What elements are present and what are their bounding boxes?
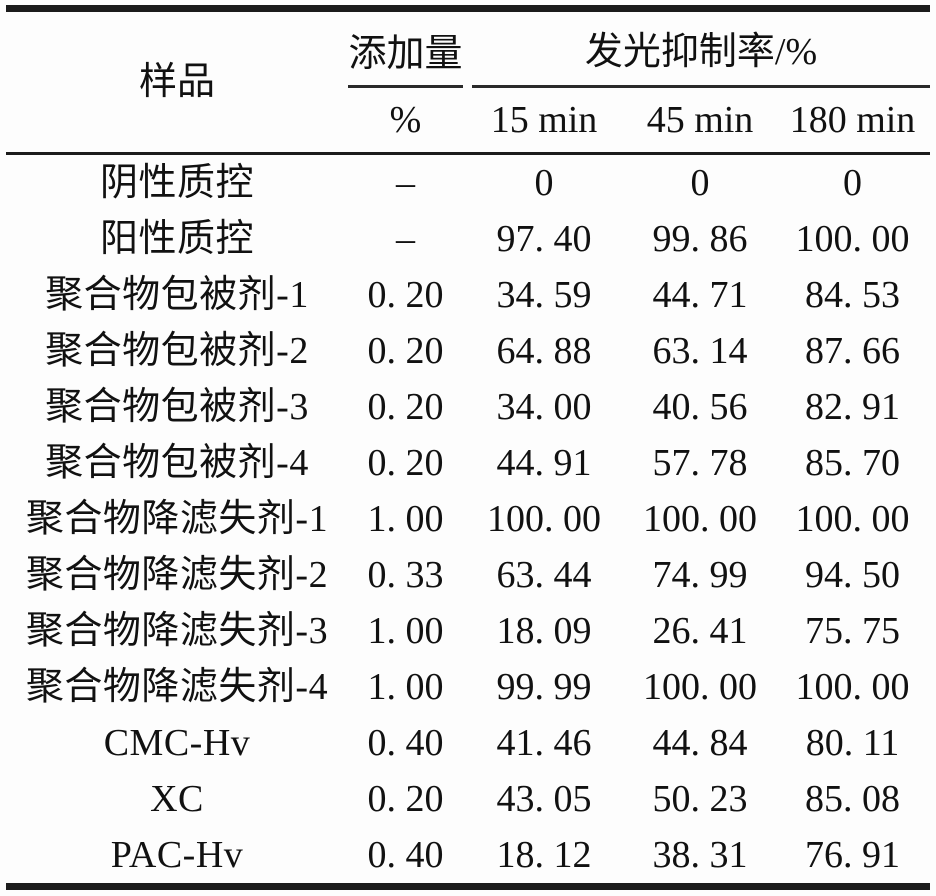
table-row: 聚合物降滤失剂-2 0. 33 63. 44 74. 99 94. 50 — [6, 547, 930, 603]
value-180min-cell: 0 — [843, 162, 862, 204]
value-180min-cell: 82. 91 — [805, 386, 900, 428]
sample-cell: 聚合物降滤失剂-4 — [25, 666, 329, 708]
sample-cell: 聚合物降滤失剂-3 — [25, 610, 329, 652]
sample-cell: PAC-Hv — [110, 834, 244, 876]
addition-cell: – — [396, 162, 415, 204]
header-time-15min: 15 min — [463, 88, 625, 155]
value-45min-cell: 44. 84 — [652, 722, 748, 764]
value-180min-cell: 76. 91 — [805, 834, 900, 876]
addition-cell: 0. 20 — [367, 274, 444, 316]
header-addition-label: 添加量 — [348, 35, 463, 88]
sample-cell: 阴性质控 — [99, 162, 254, 204]
value-180min-cell: 80. 11 — [805, 722, 900, 764]
table-row: CMC-Hv 0. 40 41. 46 44. 84 80. 11 — [6, 715, 930, 771]
value-45min-cell: 99. 86 — [652, 218, 748, 260]
value-45min-cell: 100. 00 — [643, 666, 757, 708]
value-15min-cell: 34. 00 — [496, 386, 592, 428]
addition-cell: 1. 00 — [367, 610, 444, 652]
addition-cell: 0. 20 — [367, 330, 444, 372]
value-180min-cell: 85. 08 — [805, 778, 900, 820]
value-15min-cell: 18. 12 — [496, 834, 592, 876]
value-180min-cell: 87. 66 — [805, 330, 900, 372]
addition-cell: 0. 33 — [367, 554, 444, 596]
table-header: 样品 添加量 发光抑制率/% % 15 min 45 min 180 min — [6, 12, 930, 155]
addition-cell: 0. 20 — [367, 778, 444, 820]
table-row: PAC-Hv 0. 40 18. 12 38. 31 76. 91 — [6, 827, 930, 883]
value-15min-cell: 41. 46 — [496, 722, 592, 764]
value-45min-cell: 44. 71 — [652, 274, 748, 316]
value-45min-cell: 57. 78 — [652, 442, 748, 484]
value-15min-cell: 34. 59 — [496, 274, 592, 316]
addition-cell: 0. 20 — [367, 442, 444, 484]
value-15min-cell: 43. 05 — [496, 778, 592, 820]
table-row: 聚合物包被剂-3 0. 20 34. 00 40. 56 82. 91 — [6, 379, 930, 435]
table-row: 聚合物包被剂-2 0. 20 64. 88 63. 14 87. 66 — [6, 323, 930, 379]
table-row: 聚合物降滤失剂-1 1. 00 100. 00 100. 00 100. 00 — [6, 491, 930, 547]
value-15min-cell: 64. 88 — [496, 330, 592, 372]
sample-cell: 聚合物降滤失剂-1 — [25, 498, 329, 540]
value-15min-cell: 99. 99 — [496, 666, 592, 708]
addition-cell: 0. 40 — [367, 834, 444, 876]
addition-cell: – — [396, 218, 415, 260]
results-table: 样品 添加量 发光抑制率/% % 15 min 45 min 180 min — [6, 5, 930, 890]
value-180min-cell: 94. 50 — [805, 554, 900, 596]
header-addition: 添加量 — [348, 12, 463, 88]
header-time-45min: 45 min — [625, 88, 775, 155]
addition-cell: 1. 00 — [367, 666, 444, 708]
header-addition-unit: % — [348, 88, 463, 155]
table-row: 阴性质控 – 0 0 0 — [6, 155, 930, 211]
header-time-180min: 180 min — [775, 88, 930, 155]
value-45min-cell: 63. 14 — [652, 330, 748, 372]
value-45min-cell: 74. 99 — [652, 554, 748, 596]
value-180min-cell: 100. 00 — [795, 498, 910, 540]
value-15min-cell: 100. 00 — [487, 498, 601, 540]
table-row: 阳性质控 – 97. 40 99. 86 100. 00 — [6, 211, 930, 267]
value-45min-cell: 26. 41 — [652, 610, 748, 652]
value-180min-cell: 75. 75 — [805, 610, 900, 652]
header-row-sub: % 15 min 45 min 180 min — [6, 88, 930, 155]
results-table-wrapper: 样品 添加量 发光抑制率/% % 15 min 45 min 180 min — [6, 5, 930, 890]
value-45min-cell: 50. 23 — [652, 778, 748, 820]
header-sample: 样品 — [6, 12, 348, 155]
table-row: 聚合物包被剂-1 0. 20 34. 59 44. 71 84. 53 — [6, 267, 930, 323]
table-body: 阴性质控 – 0 0 0 阳性质控 – 97. 40 99. 86 100. 0… — [6, 155, 930, 883]
header-inhibition-group: 发光抑制率/% — [463, 12, 930, 88]
value-15min-cell: 18. 09 — [496, 610, 592, 652]
value-45min-cell: 40. 56 — [652, 386, 748, 428]
addition-cell: 0. 40 — [367, 722, 444, 764]
addition-cell: 1. 00 — [367, 498, 444, 540]
sample-cell: 聚合物降滤失剂-2 — [25, 554, 329, 596]
table-row: 聚合物降滤失剂-4 1. 00 99. 99 100. 00 100. 00 — [6, 659, 930, 715]
header-inhibition-label: 发光抑制率/% — [472, 33, 930, 88]
value-180min-cell: 100. 00 — [795, 218, 910, 260]
table-row: XC 0. 20 43. 05 50. 23 85. 08 — [6, 771, 930, 827]
table-row: 聚合物降滤失剂-3 1. 00 18. 09 26. 41 75. 75 — [6, 603, 930, 659]
sample-cell: XC — [150, 778, 204, 820]
sample-cell: 聚合物包被剂-1 — [45, 274, 309, 316]
value-15min-cell: 97. 40 — [496, 218, 592, 260]
value-180min-cell: 85. 70 — [805, 442, 900, 484]
sample-cell: CMC-Hv — [103, 722, 251, 764]
header-row-top: 样品 添加量 发光抑制率/% — [6, 12, 930, 155]
value-45min-cell: 100. 00 — [643, 498, 757, 540]
addition-cell: 0. 20 — [367, 386, 444, 428]
sample-cell: 聚合物包被剂-3 — [45, 386, 309, 428]
value-180min-cell: 100. 00 — [795, 666, 910, 708]
value-15min-cell: 44. 91 — [496, 442, 592, 484]
table-row: 聚合物包被剂-4 0. 20 44. 91 57. 78 85. 70 — [6, 435, 930, 491]
sample-cell: 聚合物包被剂-2 — [45, 330, 309, 372]
sample-cell: 聚合物包被剂-4 — [45, 442, 309, 484]
value-180min-cell: 84. 53 — [805, 274, 900, 316]
value-45min-cell: 0 — [690, 162, 710, 204]
value-45min-cell: 38. 31 — [652, 834, 748, 876]
sample-cell: 阳性质控 — [99, 218, 254, 260]
value-15min-cell: 63. 44 — [496, 554, 592, 596]
value-15min-cell: 0 — [534, 162, 554, 204]
